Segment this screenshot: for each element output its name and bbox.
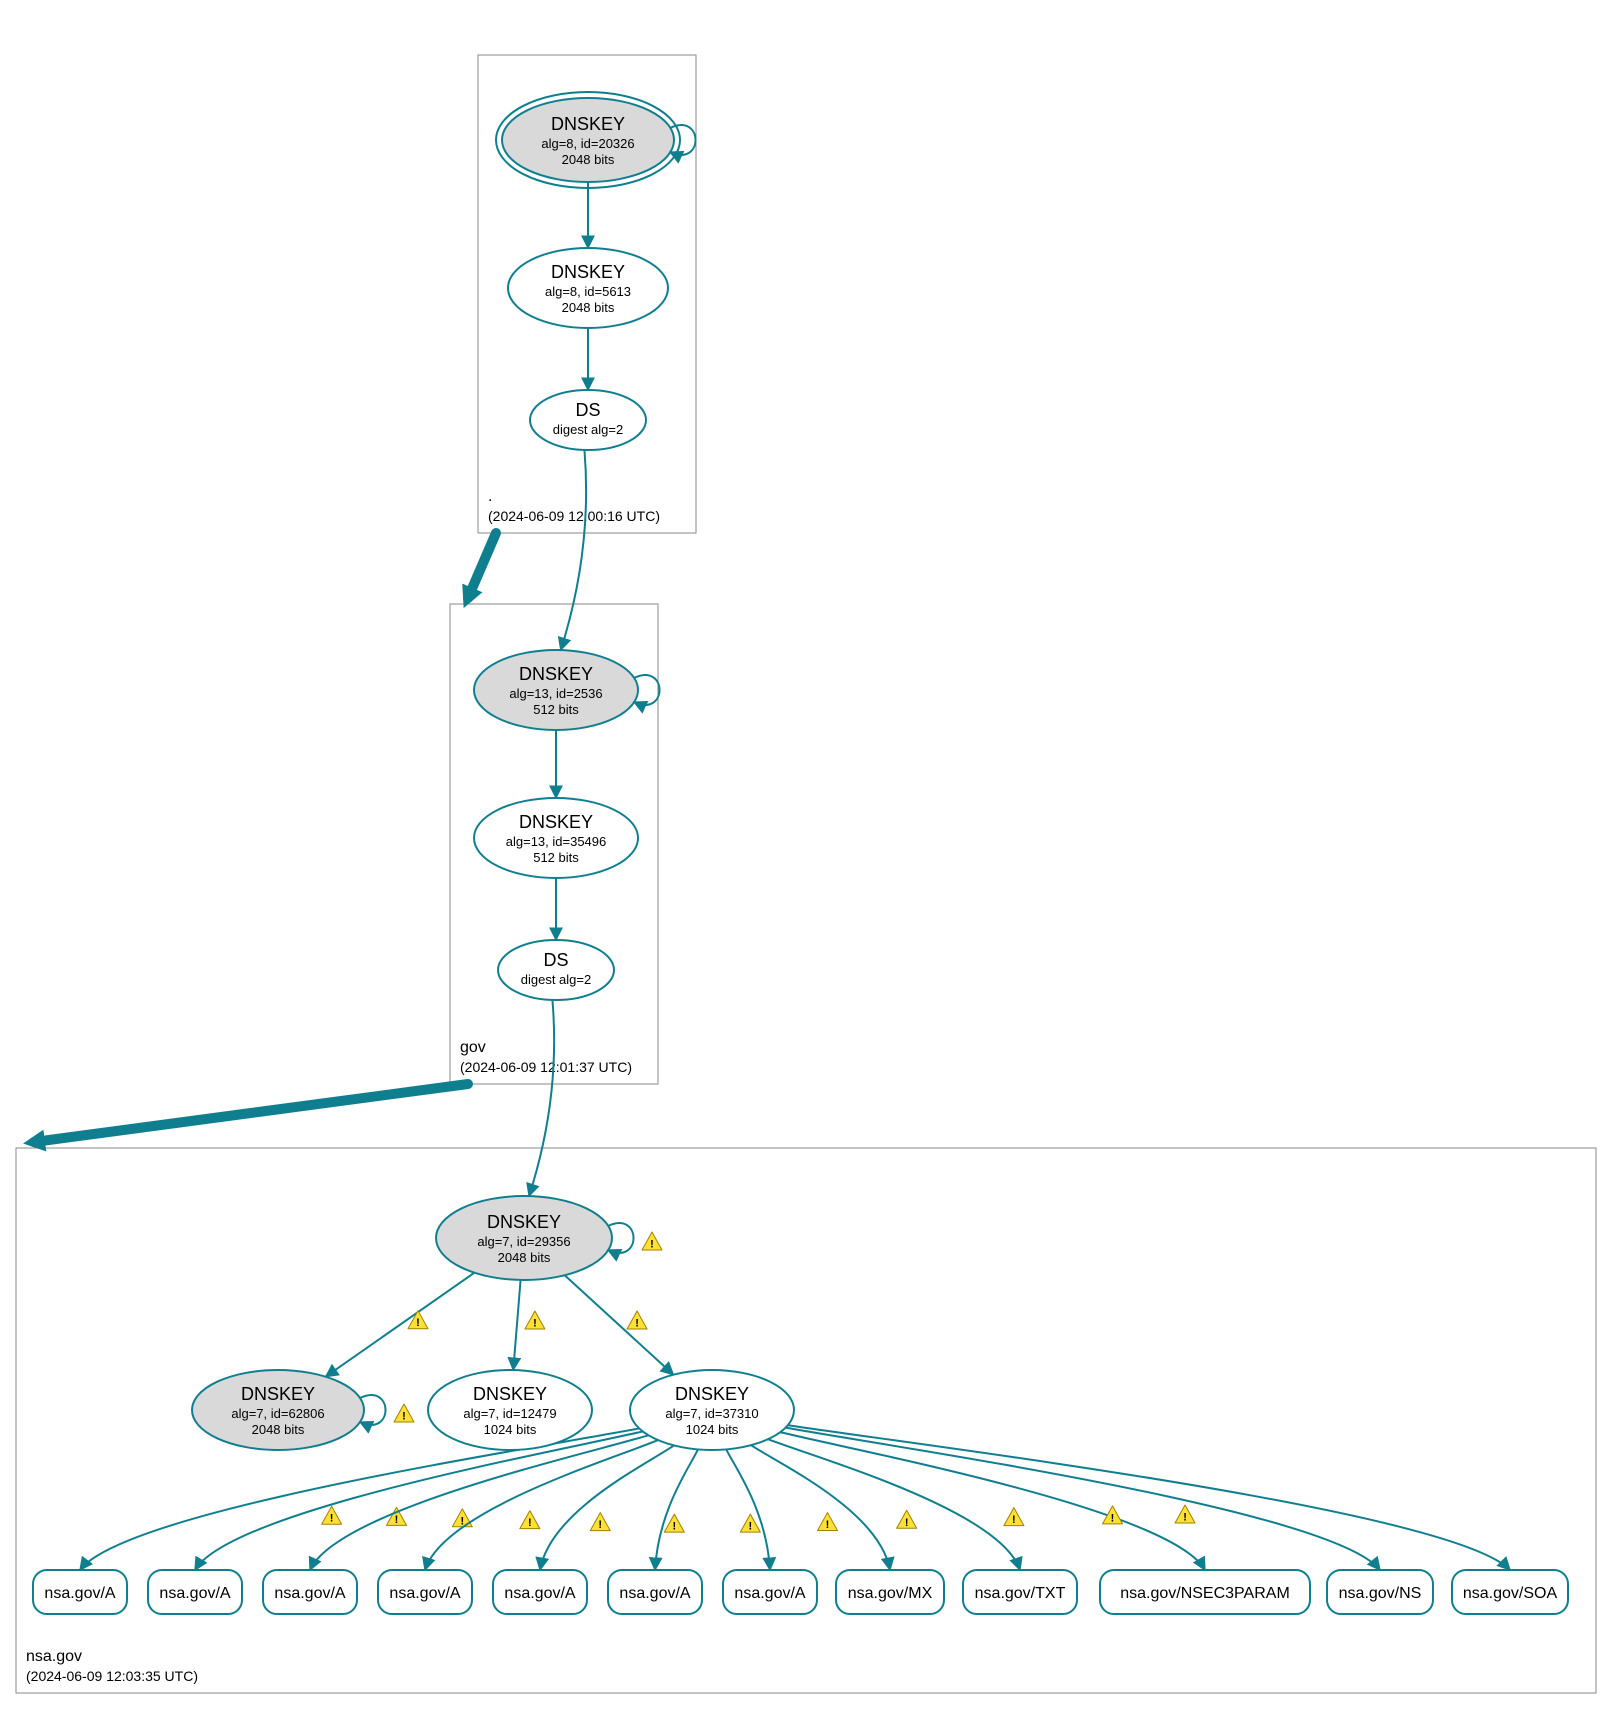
node-title: DNSKEY	[487, 1212, 561, 1232]
rrset-label: nsa.gov/NSEC3PARAM	[1120, 1585, 1290, 1602]
rrset-label: nsa.gov/A	[274, 1585, 345, 1602]
rrset-label: nsa.gov/NS	[1339, 1585, 1422, 1602]
warning-mark: !	[402, 1411, 406, 1423]
node-detail: digest alg=2	[553, 422, 623, 437]
rrset-label: nsa.gov/A	[159, 1585, 230, 1602]
edge	[565, 1275, 674, 1374]
node-detail2: 2048 bits	[252, 1422, 305, 1437]
rrset-label: nsa.gov/SOA	[1463, 1585, 1558, 1602]
warning-mark: !	[533, 1317, 537, 1329]
zone-label-nsa: nsa.gov	[26, 1648, 82, 1665]
node-detail: alg=7, id=29356	[477, 1234, 570, 1249]
rrset-label: nsa.gov/A	[389, 1585, 460, 1602]
edge	[326, 1273, 475, 1377]
zone-label-gov: gov	[460, 1039, 486, 1056]
node-detail: alg=13, id=35496	[506, 834, 606, 849]
dnssec-diagram: . (2024-06-09 12:00:16 UTC) gov (2024-06-09…	[0, 0, 1609, 1721]
zone-timestamp-gov: (2024-06-09 12:01:37 UTC)	[460, 1059, 632, 1075]
warning-mark: !	[1012, 1514, 1016, 1526]
node-gov_ds	[498, 940, 614, 1000]
node-title: DS	[543, 950, 568, 970]
rrset-label: nsa.gov/TXT	[975, 1585, 1066, 1602]
node-detail: alg=8, id=5613	[545, 284, 631, 299]
rrset-label: nsa.gov/MX	[848, 1585, 933, 1602]
warning-mark: !	[598, 1519, 602, 1531]
rrset-label: nsa.gov/A	[734, 1585, 805, 1602]
edge-to-leaf	[540, 1445, 674, 1570]
node-detail: alg=8, id=20326	[541, 136, 634, 151]
warning-mark: !	[635, 1317, 639, 1329]
edge-to-leaf	[726, 1449, 770, 1570]
node-detail2: 2048 bits	[562, 300, 615, 315]
node-detail2: 2048 bits	[498, 1250, 551, 1265]
zone-delegation-edge	[468, 533, 496, 598]
node-detail: alg=7, id=62806	[231, 1406, 324, 1421]
edge	[513, 1280, 520, 1370]
edge	[561, 450, 586, 650]
zone-timestamp-nsa: (2024-06-09 12:03:35 UTC)	[26, 1668, 198, 1684]
warning-mark: !	[528, 1517, 532, 1529]
node-detail2: 512 bits	[533, 850, 579, 865]
node-title: DNSKEY	[241, 1384, 315, 1404]
warning-mark: !	[826, 1519, 830, 1531]
edge-to-leaf	[655, 1449, 698, 1570]
edge-to-leaf	[786, 1428, 1380, 1570]
node-detail: alg=7, id=12479	[463, 1406, 556, 1421]
rrset-label: nsa.gov/A	[504, 1585, 575, 1602]
warning-mark: !	[395, 1514, 399, 1526]
node-detail: alg=13, id=2536	[509, 686, 602, 701]
warning-mark: !	[1183, 1511, 1187, 1523]
node-title: DNSKEY	[519, 664, 593, 684]
edge-to-leaf	[751, 1445, 890, 1570]
node-detail2: 512 bits	[533, 702, 579, 717]
warning-mark: !	[1111, 1512, 1115, 1524]
edge	[529, 1000, 554, 1196]
warning-mark: !	[672, 1521, 676, 1533]
node-root_ds	[530, 390, 646, 450]
warning-mark: !	[748, 1521, 752, 1533]
node-detail2: 2048 bits	[562, 152, 615, 167]
zone-timestamp-root: (2024-06-09 12:00:16 UTC)	[488, 508, 660, 524]
node-title: DS	[575, 400, 600, 420]
rrset-label: nsa.gov/A	[619, 1585, 690, 1602]
edge-to-leaf	[780, 1432, 1205, 1570]
node-detail: digest alg=2	[521, 972, 591, 987]
node-title: DNSKEY	[551, 262, 625, 282]
node-detail2: 1024 bits	[484, 1422, 537, 1437]
warning-mark: !	[416, 1317, 420, 1329]
warning-mark: !	[650, 1239, 654, 1251]
zone-delegation-edge	[34, 1084, 468, 1142]
node-title: DNSKEY	[519, 812, 593, 832]
node-title: DNSKEY	[675, 1384, 749, 1404]
warning-mark: !	[905, 1517, 909, 1529]
zone-label-root: .	[488, 488, 492, 505]
rrset-label: nsa.gov/A	[44, 1585, 115, 1602]
node-title: DNSKEY	[473, 1384, 547, 1404]
node-detail: alg=7, id=37310	[665, 1406, 758, 1421]
node-title: DNSKEY	[551, 114, 625, 134]
edge-to-leaf	[310, 1435, 648, 1570]
warning-mark: !	[330, 1513, 334, 1525]
node-detail2: 1024 bits	[686, 1422, 739, 1437]
